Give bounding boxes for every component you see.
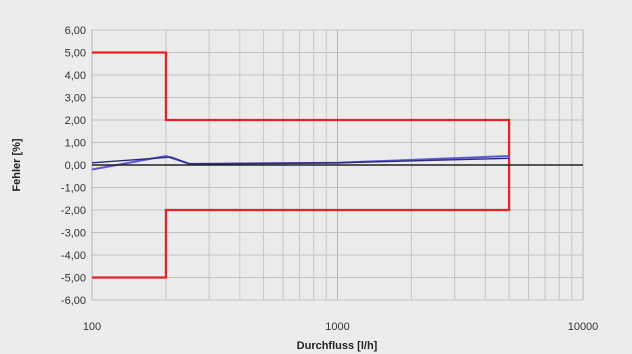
y-tick-label: 6,00 <box>65 25 86 37</box>
y-tick-label: 3,00 <box>65 93 86 105</box>
x-axis-title: Durchfluss [l/h] <box>297 340 378 352</box>
x-tick-label: 10000 <box>568 321 599 333</box>
y-tick-label: -3,00 <box>61 228 86 240</box>
y-tick-label: -1,00 <box>61 183 86 195</box>
y-tick-label: -5,00 <box>61 273 86 285</box>
series-line-measurement-b <box>91 156 510 165</box>
y-tick-label: 2,00 <box>65 115 86 127</box>
y-tick-label: 1,00 <box>65 138 86 150</box>
series-layer <box>91 51 583 279</box>
y-axis-title: Fehler [%] <box>11 138 23 192</box>
y-tick-labels: 6,00 5,00 4,00 3,00 2,00 1,00 0,00 -1,00 -2,00 -3… <box>61 25 86 307</box>
y-tick-label: 4,00 <box>65 70 86 82</box>
x-tick-label: 1000 <box>325 321 349 333</box>
x-tick-label: 100 <box>83 321 101 333</box>
y-tick-label: -4,00 <box>61 250 86 262</box>
x-tick-labels: 100 1000 10000 <box>83 321 598 333</box>
y-tick-label: 5,00 <box>65 48 86 60</box>
y-tick-label: -2,00 <box>61 205 86 217</box>
y-tick-label: -6,00 <box>61 295 86 307</box>
series-line-upper-limit <box>92 51 511 165</box>
y-tick-label: 0,00 <box>65 160 86 172</box>
series-line-lower-limit <box>92 165 511 279</box>
